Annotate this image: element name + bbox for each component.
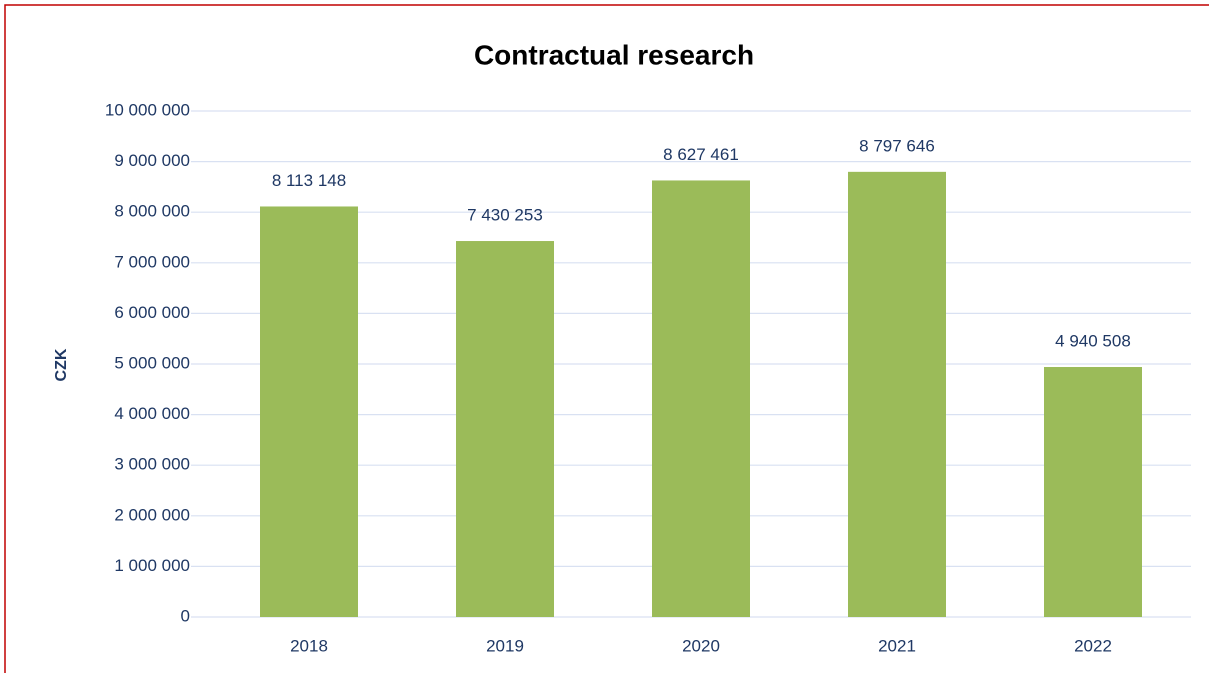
x-tick-label: 2022 [1074,636,1112,655]
y-axis-label: CZK [53,348,70,381]
y-tick-label: 4 000 000 [114,404,190,423]
y-tick-label: 9 000 000 [114,151,190,170]
data-label: 7 430 253 [467,206,543,225]
data-label: 8 113 148 [272,171,346,190]
x-tick-label: 2021 [878,636,916,655]
y-tick-label: 3 000 000 [114,455,190,474]
y-tick-label: 8 000 000 [114,202,190,221]
x-tick-label: 2019 [486,636,524,655]
chart-border [4,4,1209,673]
y-tick-label: 7 000 000 [114,252,190,271]
y-tick-label: 0 [181,606,190,625]
bar [652,180,750,617]
bar [848,171,946,617]
bar [260,206,358,617]
y-tick-label: 2 000 000 [114,505,190,524]
x-tick-label: 2018 [290,636,328,655]
x-tick-label: 2020 [682,636,720,655]
y-tick-label: 1 000 000 [114,556,190,575]
y-tick-label: 6 000 000 [114,303,190,322]
chart-title: Contractual research [474,39,754,70]
y-tick-label: 5 000 000 [114,353,190,372]
bar [456,241,554,617]
y-tick-label: 10 000 000 [105,100,190,119]
data-label: 4 940 508 [1055,331,1131,350]
data-label: 8 627 461 [663,145,739,164]
data-label: 8 797 646 [859,136,935,155]
bar [1044,367,1142,617]
